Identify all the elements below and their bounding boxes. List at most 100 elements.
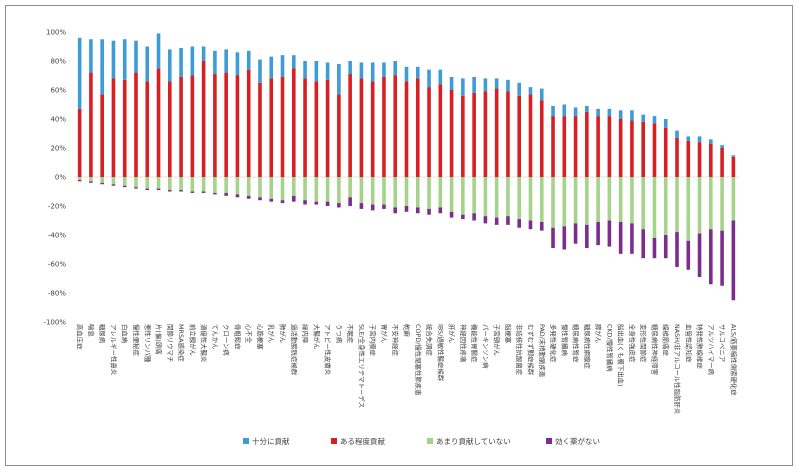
bar-segment-sufficient: [483, 78, 488, 92]
bar-segment-partial: [494, 88, 499, 177]
legend-swatch-little: [427, 438, 433, 444]
bar-segment-none: [517, 219, 522, 228]
y-tick-label: 100%: [46, 29, 66, 37]
bar-segment-sufficient: [111, 40, 116, 79]
bar-segment-little: [517, 177, 522, 220]
bar-segment-partial: [551, 116, 555, 177]
bar-segment-sufficient: [697, 136, 702, 143]
bar-segment-partial: [348, 74, 352, 177]
bar-segment-sufficient: [213, 50, 217, 75]
bar-segment-sufficient: [618, 110, 623, 119]
bar-segment-sufficient: [348, 61, 352, 75]
bar-segment-none: [449, 211, 454, 218]
chart-frame: 100% 80% 60% 40% 20% 0% -20% -40% -60% -80% -100% …: [5, 5, 793, 466]
bar-segment-none: [472, 213, 476, 221]
x-category-label: クローン病: [222, 324, 231, 356]
bar-segment-sufficient: [280, 55, 285, 77]
x-category-label: 関節リウマチ: [166, 324, 175, 362]
bar-segment-sufficient: [269, 56, 274, 79]
x-category-label: 脳出血(くも膜下出血): [617, 324, 626, 387]
stacked-bar-chart: 100%80%60%40%20%0%-20%-40%-60%-80%-100% …: [43, 29, 739, 446]
bar-segment-sufficient: [190, 46, 195, 76]
bar-segment-partial: [562, 116, 567, 177]
y-tick-label: 60%: [50, 87, 66, 95]
bar-segment-little: [235, 177, 240, 195]
bar-segment-none: [675, 232, 679, 267]
x-category-label: NASH/非アルコール性脂肪肝炎: [673, 324, 682, 415]
bar-segment-none: [404, 206, 409, 212]
bar-segment-none: [213, 192, 217, 195]
x-category-label: 統合失調症: [425, 324, 434, 357]
bar-segment-sufficient: [314, 61, 319, 82]
bar-segment-sufficient: [370, 62, 375, 82]
bar-segment-partial: [449, 90, 454, 177]
x-category-label: パーキンソン病: [481, 324, 490, 369]
bar-segment-partial: [314, 81, 319, 177]
bar-segment-little: [506, 177, 510, 217]
bar-segment-little: [179, 177, 183, 191]
x-category-label: IBS/過敏性腸症候群: [436, 324, 445, 382]
bar-segment-little: [641, 177, 645, 230]
bar-segment-little: [404, 177, 409, 206]
bar-segment-partial: [663, 127, 668, 177]
bar-segment-partial: [269, 78, 274, 177]
bar-segment-partial: [134, 72, 138, 177]
bar-segment-little: [585, 177, 589, 225]
bar-segment-none: [258, 197, 262, 201]
x-category-label: CKD/慢性腎臓病: [605, 324, 614, 372]
bar-segment-partial: [427, 87, 431, 177]
bar-segment-partial: [100, 94, 104, 177]
bar-segment-partial: [528, 94, 533, 177]
bar-segment-partial: [190, 75, 195, 177]
bar-segment-none: [246, 195, 251, 199]
bar-segment-none: [506, 216, 510, 225]
bar-segment-none: [686, 240, 691, 270]
bar-segment-none: [663, 235, 668, 259]
bar-segment-partial: [382, 76, 386, 177]
bar-segment-sufficient: [461, 78, 465, 96]
y-tick-label: -80%: [48, 290, 66, 298]
x-category-label: PAD/末梢動脈疾患: [538, 324, 547, 378]
bar-segment-partial: [145, 81, 150, 177]
bar-segment-none: [562, 226, 567, 250]
bar-segment-partial: [573, 116, 578, 177]
bar-segment-none: [461, 214, 465, 220]
bar-segment-none: [618, 221, 623, 254]
y-tick-label: -100%: [43, 319, 66, 327]
bar-segment-partial: [709, 143, 713, 177]
x-category-label: うつ病: [335, 324, 344, 344]
bar-segment-partial: [325, 79, 330, 177]
bar-segment-partial: [630, 120, 634, 177]
bar-segment-none: [168, 190, 172, 192]
bar-segment-sufficient: [168, 49, 172, 82]
bar-segment-none: [709, 229, 713, 285]
bar-segment-none: [697, 233, 702, 278]
bar-segment-sufficient: [337, 63, 341, 95]
y-tick-label: -40%: [48, 232, 66, 240]
bars: [77, 33, 736, 301]
bar-segment-little: [709, 177, 713, 230]
x-category-label: 潰瘍性大腸炎: [200, 324, 209, 363]
x-category-label: 特発性肺線維症: [696, 324, 705, 369]
bar-segment-partial: [404, 81, 409, 177]
bar-segment-sufficient: [596, 108, 600, 117]
bar-segment-sufficient: [731, 155, 736, 157]
x-category-label: 乳がん: [267, 324, 276, 344]
bar-segment-sufficient: [246, 50, 251, 70]
x-category-label: てんかん: [211, 324, 219, 350]
bar-segment-partial: [235, 75, 240, 177]
bar-segment-partial: [246, 69, 251, 177]
bar-segment-none: [100, 182, 104, 185]
bar-segment-sufficient: [494, 78, 499, 89]
bar-segment-none: [415, 207, 420, 214]
x-category-label: 不眠症: [346, 324, 355, 344]
bar-segment-none: [731, 220, 736, 301]
bar-segment-partial: [303, 78, 307, 177]
bar-segment-sufficient: [449, 76, 454, 90]
x-category-label: アレルギー性鼻炎: [109, 324, 118, 376]
bar-segment-little: [348, 177, 352, 198]
bar-segment-none: [122, 185, 127, 188]
bar-segment-none: [382, 204, 386, 209]
bar-segment-sufficient: [201, 46, 206, 61]
x-category-label: 大腸がん: [312, 324, 321, 350]
